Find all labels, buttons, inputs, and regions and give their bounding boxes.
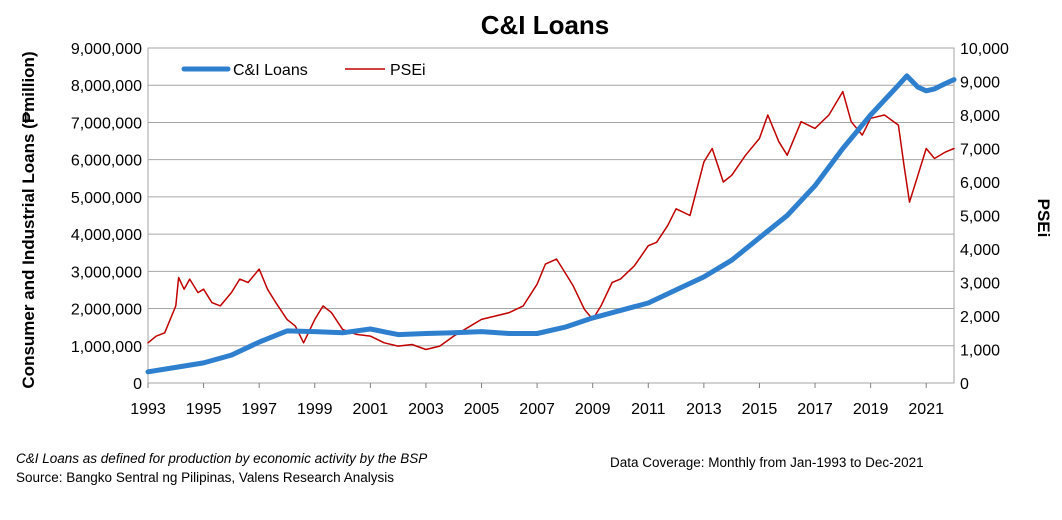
left-tick-label: 6,000,000	[71, 153, 142, 170]
x-tick-label: 2017	[797, 401, 833, 418]
right-tick-label: 3,000	[960, 276, 1000, 293]
right-tick-label: 5,000	[960, 209, 1000, 226]
right-tick-label: 9,000	[960, 75, 1000, 92]
x-tick-label: 2019	[853, 401, 889, 418]
right-tick-label: 1,000	[960, 343, 1000, 360]
x-tick-label: 2021	[908, 401, 944, 418]
ci-loans-series-line	[145, 73, 957, 375]
x-tick-label: 2001	[353, 401, 389, 418]
plot-area	[147, 47, 955, 384]
left-tick-label: 8,000,000	[71, 78, 142, 95]
x-tick-label: 2015	[742, 401, 778, 418]
left-tick-label: 5,000,000	[71, 190, 142, 207]
x-tick-label: 1999	[297, 401, 333, 418]
left-tick-label: 3,000,000	[71, 264, 142, 281]
right-tick-label: 6,000	[960, 175, 1000, 192]
left-tick-label: 1,000,000	[71, 339, 142, 356]
x-tick-label: 2009	[575, 401, 611, 418]
chart: C&I Loans 0 1,000,000 2,000,000 3,000,000 4,…	[19, 10, 1053, 418]
x-tick-label: 2013	[686, 401, 722, 418]
right-tick-label: 4,000	[960, 242, 1000, 259]
left-axis: 0 1,000,000 2,000,000 3,000,000 4,000,000 5,0…	[71, 41, 142, 393]
x-tick-label: 2011	[631, 401, 666, 418]
footnote-definition: C&I Loans as defined for production by e…	[16, 451, 428, 466]
x-tick-label: 1997	[241, 401, 277, 418]
x-tick-label: 1993	[130, 401, 166, 418]
right-axis-label: PSEi	[1034, 199, 1053, 238]
psei-series-line	[147, 90, 955, 351]
footnote-source: Source: Bangko Sentral ng Pilipinas, Val…	[16, 470, 394, 485]
legend-ci-loans-label: C&I Loans	[233, 62, 308, 79]
right-axis: 0 1,000 2,000 3,000 4,000 5,000 6,000 7,000 8,00…	[960, 41, 1009, 393]
right-tick-label: 7,000	[960, 142, 1000, 159]
left-tick-label: 9,000,000	[71, 41, 142, 58]
gridlines	[148, 84, 954, 347]
x-tick-label: 2007	[519, 401, 555, 418]
footnote-coverage: Data Coverage: Monthly from Jan-1993 to …	[610, 455, 924, 470]
x-tick-label: 1995	[186, 401, 222, 418]
footnote-block: C&I Loans as defined for production by e…	[16, 449, 427, 487]
left-tick-label: 7,000,000	[71, 115, 142, 132]
series-layer	[145, 73, 957, 375]
left-axis-label: Consumer and Industrial Loans (₱million)	[19, 51, 38, 388]
x-tick-label: 2003	[408, 401, 444, 418]
right-tick-label: 8,000	[960, 108, 1000, 125]
chart-title: C&I Loans	[481, 10, 610, 40]
left-tick-label: 4,000,000	[71, 227, 142, 244]
right-tick-label: 0	[960, 376, 969, 393]
x-tick-label: 2005	[464, 401, 500, 418]
x-axis: 1993 1995 1997 1999 2001 2003 2005 2007 2009 2011…	[130, 383, 944, 418]
legend-psei-label: PSEi	[390, 62, 426, 79]
right-tick-label: 2,000	[960, 309, 1000, 326]
legend: C&I Loans PSEi	[181, 62, 426, 79]
left-tick-label: 0	[133, 376, 142, 393]
left-tick-label: 2,000,000	[71, 302, 142, 319]
right-tick-label: 10,000	[960, 41, 1009, 58]
